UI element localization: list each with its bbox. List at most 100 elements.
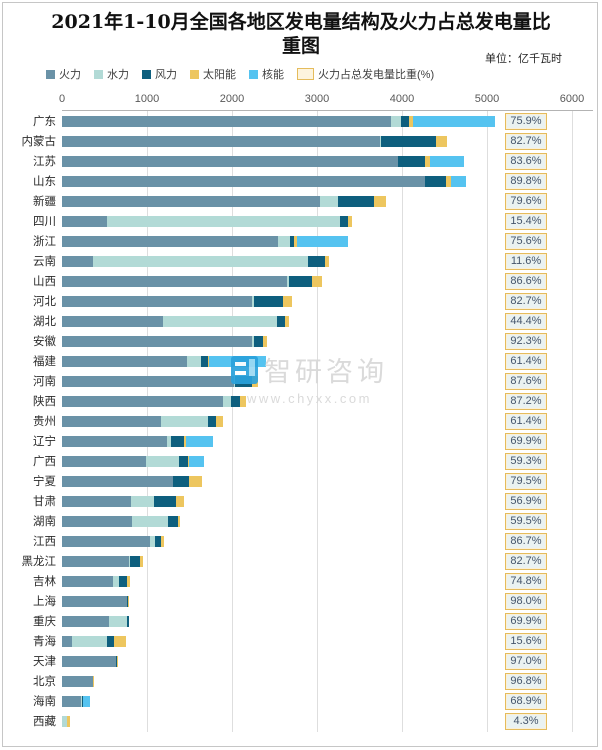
chart-row: 北京 96.8% bbox=[0, 672, 602, 692]
region-label: 浙江 bbox=[33, 236, 56, 248]
x-axis-tick-labels: 0 1000 2000 3000 4000 5000 6000 bbox=[0, 93, 602, 107]
chart-row: 广西 59.3% bbox=[0, 452, 602, 472]
chart-row: 黑龙江 82.7% bbox=[0, 552, 602, 572]
chart-row: 湖南 59.5% bbox=[0, 512, 602, 532]
bar-segment-solar bbox=[294, 236, 298, 247]
bar-segment-wind bbox=[129, 556, 140, 567]
chart-title-line2: 重图 bbox=[281, 35, 320, 57]
stacked-bar bbox=[62, 676, 94, 687]
bar-segment-wind bbox=[308, 256, 326, 267]
region-label: 湖北 bbox=[33, 316, 56, 328]
bar-segment-thermal bbox=[62, 396, 223, 407]
legend-label: 水力 bbox=[107, 69, 129, 81]
stacked-bar bbox=[62, 476, 203, 487]
stacked-bar bbox=[62, 276, 323, 287]
bar-segment-wind bbox=[253, 296, 283, 307]
bar-segment-wind bbox=[167, 516, 178, 527]
bar-segment-wind bbox=[400, 116, 409, 127]
legend-swatch-icon bbox=[142, 69, 151, 79]
bar-segment-hydro bbox=[390, 116, 401, 127]
bar-segment-thermal bbox=[62, 136, 381, 147]
stacked-bar bbox=[62, 696, 91, 707]
bar-segment-thermal bbox=[62, 676, 93, 687]
stacked-bar bbox=[62, 536, 164, 547]
bar-segment-nuclear bbox=[185, 436, 213, 447]
thermal-share-badge: 92.3% bbox=[505, 333, 547, 350]
bar-segment-solar bbox=[127, 576, 131, 587]
bar-segment-solar bbox=[183, 436, 186, 447]
region-label: 新疆 bbox=[33, 196, 56, 208]
bar-segment-hydro bbox=[160, 416, 208, 427]
bar-segment-hydro bbox=[146, 456, 179, 467]
bar-segment-nuclear bbox=[412, 116, 495, 127]
bar-segment-wind bbox=[171, 436, 184, 447]
stacked-bar bbox=[62, 336, 268, 347]
chart-row: 西藏 4.3% bbox=[0, 712, 602, 732]
thermal-share-badge: 69.9% bbox=[505, 433, 547, 450]
bar-segment-wind bbox=[276, 316, 285, 327]
bar-segment-solar bbox=[373, 196, 387, 207]
bar-segment-thermal bbox=[62, 336, 252, 347]
chart-row: 海南 68.9% bbox=[0, 692, 602, 712]
stacked-bar bbox=[62, 516, 180, 527]
legend: 火力 水力 风力 太阳能 核能 火力占总发电量比重(%) bbox=[46, 66, 434, 82]
bar-segment-thermal bbox=[62, 476, 174, 487]
region-label: 云南 bbox=[33, 256, 56, 268]
bar-segment-wind bbox=[337, 196, 374, 207]
bar-segment-hydro bbox=[186, 356, 201, 367]
thermal-share-badge: 96.8% bbox=[505, 673, 547, 690]
legend-label: 太阳能 bbox=[203, 69, 236, 81]
chart-row: 重庆 69.9% bbox=[0, 612, 602, 632]
x-axis-line bbox=[62, 110, 593, 111]
bar-segment-solar bbox=[240, 396, 246, 407]
bar-segment-solar bbox=[251, 376, 258, 387]
chart-row: 江苏 83.6% bbox=[0, 152, 602, 172]
bar-segment-solar bbox=[176, 496, 184, 507]
chart-row: 吉林 74.8% bbox=[0, 572, 602, 592]
stacked-bar bbox=[62, 316, 289, 327]
bar-segment-thermal bbox=[62, 316, 163, 327]
stacked-bar bbox=[62, 456, 204, 467]
region-label: 广西 bbox=[33, 456, 56, 468]
stacked-bar bbox=[62, 716, 70, 727]
thermal-share-badge: 11.6% bbox=[505, 253, 547, 270]
thermal-share-badge: 69.9% bbox=[505, 613, 547, 630]
stacked-bar bbox=[62, 576, 131, 587]
thermal-share-badge: 97.0% bbox=[505, 653, 547, 670]
bar-segment-thermal bbox=[62, 196, 320, 207]
bar-segment-thermal bbox=[62, 516, 133, 527]
bar-segment-solar bbox=[67, 716, 70, 727]
region-label: 西藏 bbox=[33, 716, 56, 728]
bar-segment-nuclear bbox=[451, 176, 467, 187]
bar-segment-hydro bbox=[132, 516, 168, 527]
gridline bbox=[232, 111, 233, 732]
bar-segment-hydro bbox=[93, 256, 309, 267]
bar-segment-thermal bbox=[62, 416, 161, 427]
thermal-share-badge: 59.5% bbox=[505, 513, 547, 530]
bar-segment-thermal bbox=[62, 496, 132, 507]
region-label: 青海 bbox=[33, 636, 56, 648]
bar-segment-wind bbox=[397, 156, 425, 167]
bar-segment-thermal bbox=[62, 276, 288, 287]
stacked-bar bbox=[62, 356, 266, 367]
bar-segment-solar bbox=[161, 536, 164, 547]
chart-row: 内蒙古 82.7% bbox=[0, 132, 602, 152]
bar-segment-nuclear bbox=[83, 696, 91, 707]
stacked-bar bbox=[62, 496, 184, 507]
bar-segment-wind bbox=[235, 376, 252, 387]
thermal-share-badge: 86.7% bbox=[505, 533, 547, 550]
bar-segment-hydro bbox=[319, 196, 338, 207]
bar-segment-solar bbox=[128, 596, 129, 607]
bar-segment-solar bbox=[408, 116, 413, 127]
region-label: 陕西 bbox=[33, 396, 56, 408]
stacked-bar bbox=[62, 436, 213, 447]
bar-segment-nuclear bbox=[209, 356, 266, 367]
stacked-bar bbox=[62, 616, 129, 627]
bar-segment-hydro bbox=[72, 636, 107, 647]
legend-swatch-icon bbox=[94, 69, 103, 79]
bar-segment-thermal bbox=[62, 696, 82, 707]
legend-item: 水力 bbox=[94, 66, 129, 82]
bar-segment-thermal bbox=[62, 536, 151, 547]
region-label: 辽宁 bbox=[33, 436, 56, 448]
